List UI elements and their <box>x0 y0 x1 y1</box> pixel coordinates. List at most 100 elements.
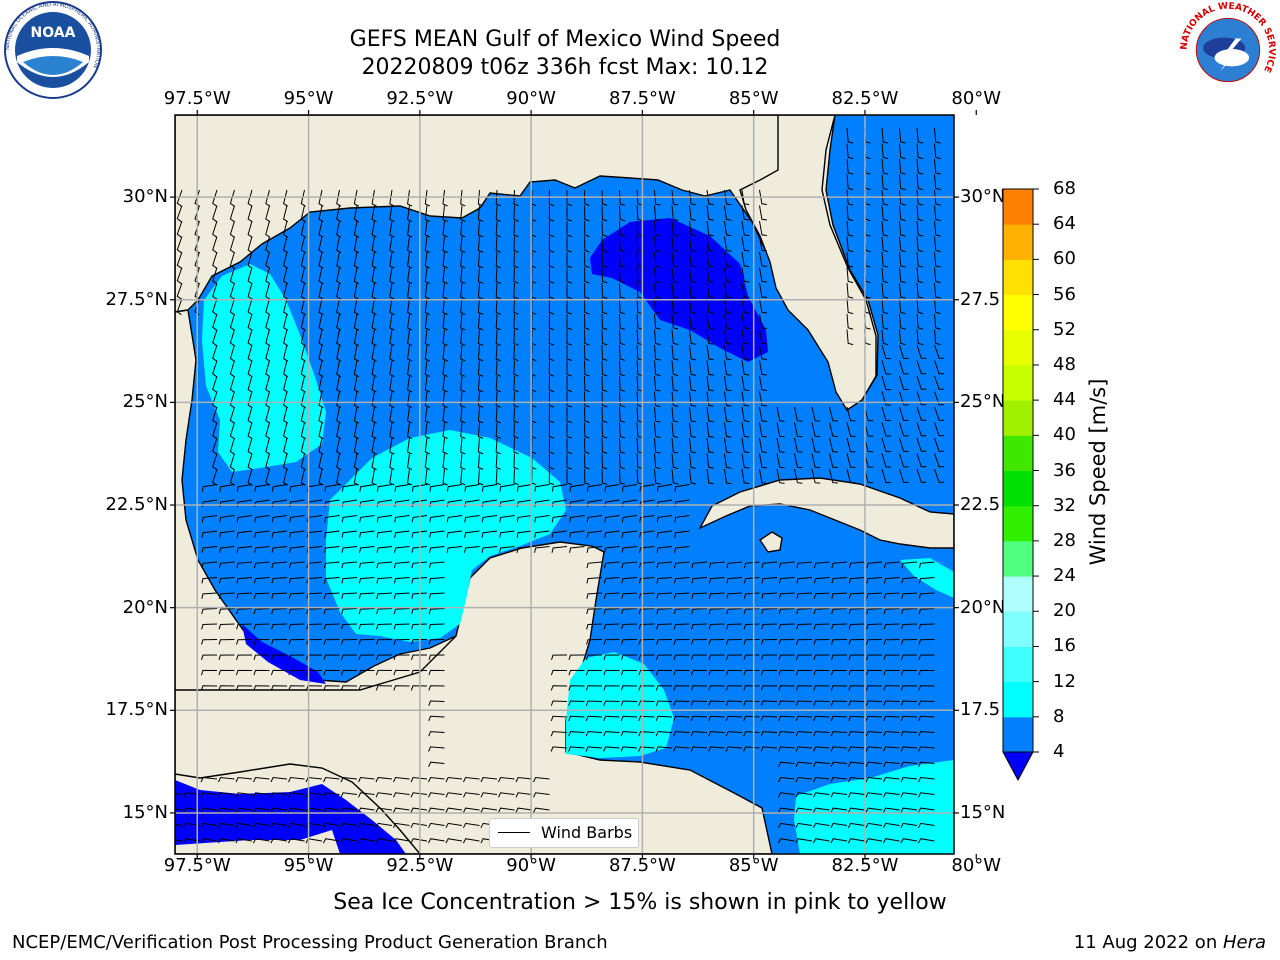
wind-barb <box>741 313 750 330</box>
wind-barb <box>934 391 945 406</box>
wind-barb <box>551 484 568 492</box>
wind-barb <box>495 453 501 470</box>
wind-barb <box>516 530 533 538</box>
wind-barb <box>340 685 358 691</box>
wind-barb <box>706 282 714 299</box>
wind-barb <box>848 776 865 783</box>
wind-barb <box>353 298 360 316</box>
wind-barb <box>743 700 760 706</box>
wind-barb <box>743 746 760 752</box>
wind-barb <box>201 515 218 523</box>
wind-barb <box>323 639 340 645</box>
wind-barb <box>513 453 519 470</box>
wind-barb <box>934 437 945 452</box>
wind-barb <box>376 577 393 584</box>
wind-barb <box>229 267 235 285</box>
wind-barb <box>424 375 431 393</box>
wind-barb <box>603 731 620 737</box>
x-tick-label-bottom: 82.5°W <box>831 855 899 876</box>
x-tick-label-bottom: 85°W <box>728 855 779 876</box>
wind-barb <box>741 344 750 361</box>
wind-barb <box>548 267 555 284</box>
wind-barb <box>424 422 431 439</box>
wind-barb <box>566 376 572 392</box>
wind-barb <box>499 530 515 538</box>
wind-barb <box>376 484 393 492</box>
wind-barb <box>253 669 270 676</box>
wind-barb <box>254 484 270 492</box>
wind-barb <box>586 561 603 569</box>
wind-barb <box>201 608 218 615</box>
wind-barb <box>883 776 900 783</box>
wind-barb <box>236 654 253 660</box>
wind-barb <box>566 190 572 206</box>
wind-barb <box>761 654 778 660</box>
wind-barb <box>393 561 410 569</box>
colorbar-label: Wind Speed [m/s] <box>1086 378 1110 566</box>
wind-barb <box>621 546 638 553</box>
y-tick-label-left: 27.5°N <box>105 288 168 310</box>
wind-barb <box>229 251 235 269</box>
wind-barb <box>619 205 626 222</box>
wind-barb <box>689 375 697 392</box>
wind-barb <box>200 807 218 813</box>
wind-barb <box>548 437 555 455</box>
wind-barb <box>830 746 848 752</box>
wind-barb <box>265 313 271 331</box>
wind-barb <box>318 282 324 300</box>
wind-barb <box>831 623 848 630</box>
wind-barb <box>865 776 883 783</box>
wind-barb <box>708 608 725 615</box>
wind-barb <box>569 484 585 492</box>
wind-barb <box>270 822 288 829</box>
wind-barb <box>358 608 375 615</box>
wind-barb <box>847 807 865 813</box>
wind-barb <box>636 344 643 361</box>
wind-barb <box>778 561 795 569</box>
wind-barb <box>776 468 785 484</box>
wind-barb <box>424 360 431 377</box>
wind-barb <box>446 546 463 553</box>
wind-barb <box>411 484 428 492</box>
wind-barb <box>460 437 466 455</box>
wind-barb <box>569 546 585 553</box>
wind-barbs-layer <box>175 127 945 844</box>
wind-barb <box>830 715 848 722</box>
wind-barb <box>830 669 848 676</box>
wind-barb <box>283 298 289 316</box>
wind-barb <box>585 685 603 691</box>
wind-barb <box>724 236 732 252</box>
wind-barb <box>460 298 466 315</box>
wind-barb <box>654 329 661 346</box>
wind-barb <box>829 422 838 437</box>
wind-barb <box>183 792 200 798</box>
wind-barb <box>654 205 661 222</box>
wind-barb <box>671 298 679 314</box>
wind-barb <box>726 608 743 615</box>
wind-barb <box>934 344 945 359</box>
wind-barb <box>550 715 568 722</box>
wind-barb <box>584 406 590 423</box>
wind-barb <box>371 406 377 424</box>
wind-barb <box>427 838 445 844</box>
wind-barb <box>300 205 306 223</box>
wind-barb <box>916 375 927 390</box>
wind-barb <box>813 700 830 706</box>
wind-barb <box>899 313 906 330</box>
wind-barb <box>619 313 626 330</box>
wind-barb <box>407 251 413 269</box>
noaa-logo-icon: NOAA NATIONAL OCEANIC AND ATMOSPHERIC AD… <box>4 1 102 99</box>
wind-barb <box>673 592 690 599</box>
wind-barb <box>655 669 673 676</box>
wind-barb <box>212 298 218 316</box>
wind-barb <box>182 807 200 813</box>
wind-barb <box>846 174 854 191</box>
wind-barb <box>830 822 848 829</box>
wind-barb <box>375 807 393 813</box>
wind-barb <box>442 375 448 393</box>
wind-barb <box>759 236 767 252</box>
wind-barb <box>566 205 572 222</box>
wind-barb <box>446 515 463 523</box>
wind-barb <box>270 669 288 676</box>
wind-barb <box>341 515 358 523</box>
